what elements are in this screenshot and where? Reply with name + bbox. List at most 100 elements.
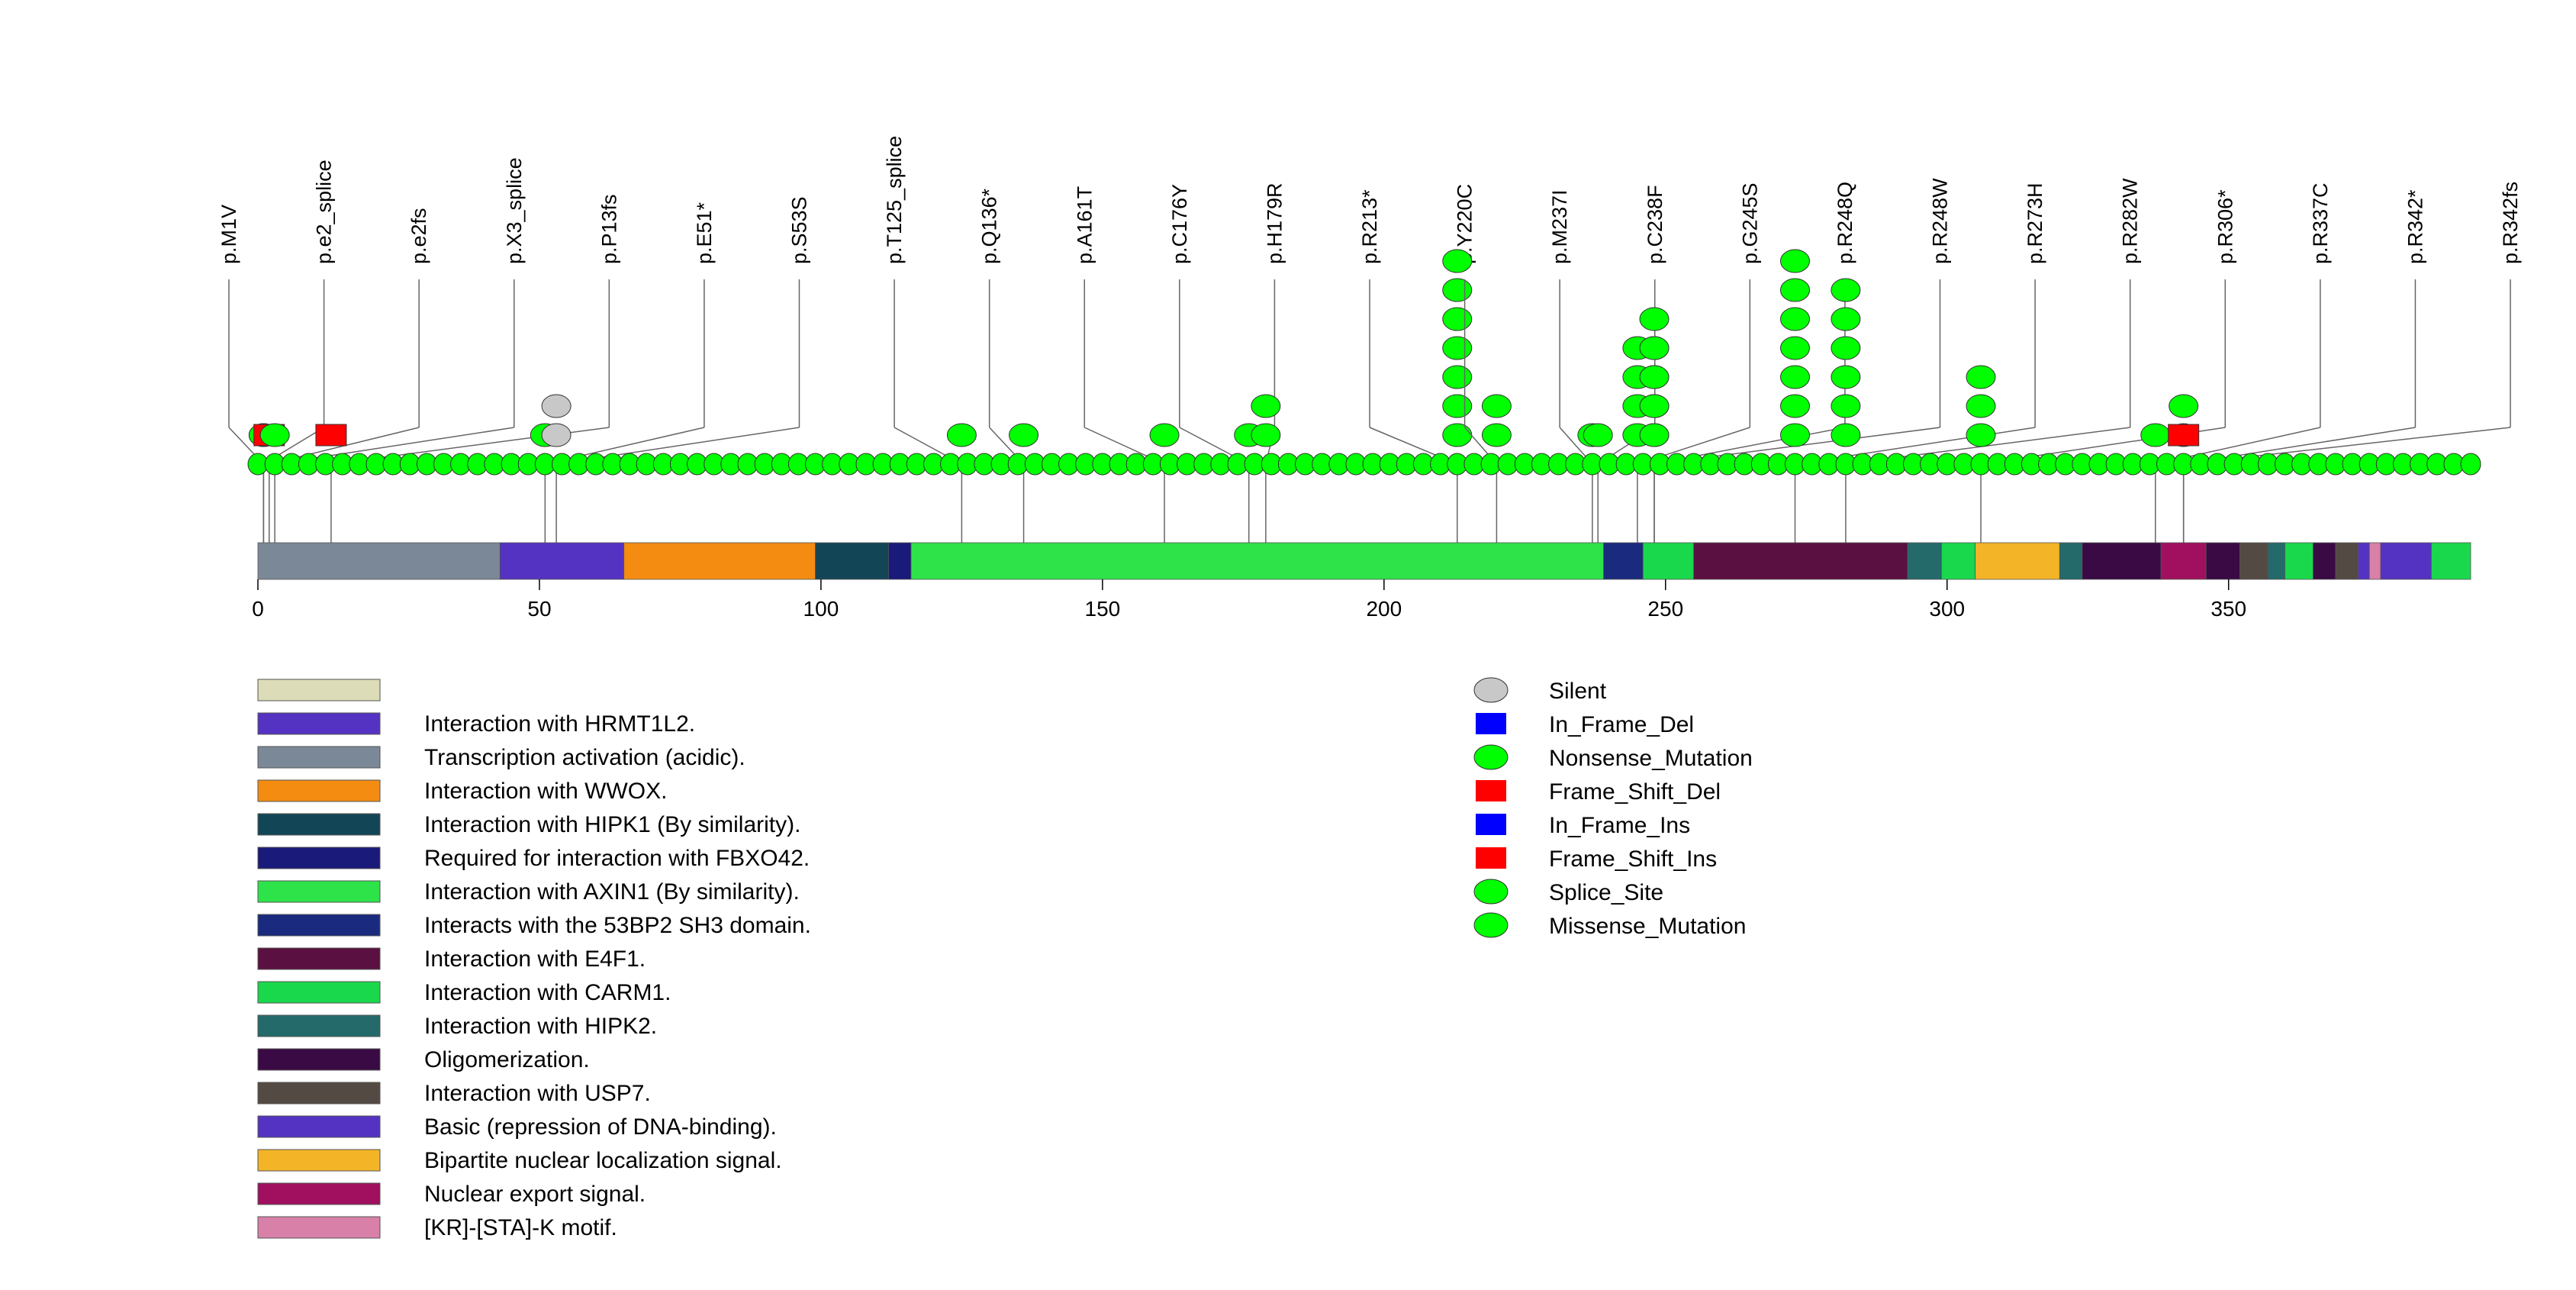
mutation-label: p.R342fs bbox=[2499, 182, 2522, 264]
x-axis-tick-label: 50 bbox=[527, 597, 551, 621]
domain-segment bbox=[499, 542, 625, 580]
x-axis-tick-label: 250 bbox=[1647, 597, 1683, 621]
legend-marker bbox=[1473, 744, 1509, 770]
x-axis-tick-label: 200 bbox=[1366, 597, 1402, 621]
domain-segment bbox=[888, 542, 912, 580]
mutation-marker bbox=[1639, 365, 1670, 389]
legend-swatch bbox=[257, 679, 381, 701]
domain-segment bbox=[815, 542, 889, 580]
legend-label: Bipartite nuclear localization signal. bbox=[424, 1148, 782, 1173]
domain-segment bbox=[1603, 542, 1644, 580]
legend-label: Interaction with AXIN1 (By similarity). bbox=[424, 879, 800, 905]
mutation-marker bbox=[541, 394, 572, 418]
mutation-marker bbox=[541, 423, 572, 447]
mutation-label: p.Q136* bbox=[978, 188, 1001, 264]
mutation-label: p.G245S bbox=[1738, 182, 1761, 264]
legend-marker bbox=[1476, 780, 1506, 801]
legend-label: Transcription activation (acidic). bbox=[424, 745, 745, 770]
domain-segment bbox=[2312, 542, 2336, 580]
mutation-marker bbox=[2168, 424, 2200, 447]
legend-swatch bbox=[257, 847, 381, 869]
domain-segment bbox=[2430, 542, 2471, 580]
legend-label: Basic (repression of DNA-binding). bbox=[424, 1114, 777, 1140]
mutation-marker bbox=[1831, 278, 1861, 302]
mutation-type-legend: Silent In_Frame_Del Nonsense_Mutation Frame… bbox=[1473, 677, 1753, 939]
domain-segment bbox=[623, 542, 816, 580]
x-axis-tick-label: 150 bbox=[1085, 597, 1121, 621]
legend-swatch bbox=[257, 1216, 381, 1239]
mutation-marker bbox=[1780, 365, 1811, 389]
mutation-marker bbox=[946, 423, 977, 447]
mutation-stems-layer bbox=[228, 249, 2511, 543]
mutation-marker bbox=[1780, 307, 1811, 331]
legend-marker bbox=[1473, 912, 1509, 938]
x-axis: 0 50 100 150 200 250 300 350 bbox=[252, 579, 2246, 621]
protein-domains-layer bbox=[257, 542, 2471, 580]
legend-label: Silent bbox=[1549, 679, 1607, 704]
legend-swatch bbox=[257, 1182, 381, 1205]
x-axis-tick-label: 100 bbox=[803, 597, 839, 621]
legend-swatch bbox=[257, 746, 381, 769]
legend-label: Interaction with HRMT1L2. bbox=[424, 711, 695, 737]
mutation-marker bbox=[2169, 394, 2199, 418]
mutation-label: p.X3_splice bbox=[503, 157, 526, 264]
legend-swatch bbox=[257, 779, 381, 802]
baseline-layer bbox=[247, 453, 2481, 476]
mutation-marker bbox=[1966, 394, 1996, 418]
legend-label: Frame_Shift_Del bbox=[1549, 779, 1721, 805]
domain-segment bbox=[1975, 542, 2060, 580]
mutation-label: p.C176Y bbox=[1168, 184, 1191, 264]
mutation-marker bbox=[1831, 307, 1861, 331]
mutation-label: p.R273H bbox=[2024, 182, 2046, 264]
domain-segment bbox=[1907, 542, 1942, 580]
mutation-marker bbox=[1442, 423, 1473, 447]
mutation-label: p.R248Q bbox=[1834, 182, 1856, 264]
legend-swatch bbox=[257, 914, 381, 937]
mutation-labels-layer: p.M1V p.e2_splice p.e2fs p.X3_splice p.P13fs… bbox=[217, 136, 2522, 264]
mutation-label: p.R342* bbox=[2404, 189, 2426, 264]
mutation-marker bbox=[1639, 307, 1670, 331]
legend-swatch bbox=[257, 1048, 381, 1071]
legend-label: Interaction with HIPK1 (By similarity). bbox=[424, 812, 800, 837]
legend-marker bbox=[1473, 879, 1509, 905]
mutation-marker bbox=[1583, 423, 1613, 447]
domain-segment bbox=[2368, 542, 2381, 580]
domain-segment bbox=[2205, 542, 2240, 580]
legend-swatch bbox=[257, 1149, 381, 1172]
mutation-marker bbox=[1780, 394, 1811, 418]
mutation-label: p.E51* bbox=[693, 202, 716, 264]
mutation-label: p.e2fs bbox=[407, 208, 430, 264]
domain-segment bbox=[2059, 542, 2083, 580]
baseline-marker bbox=[2460, 453, 2481, 476]
legend-label: Nuclear export signal. bbox=[424, 1182, 646, 1207]
legend-label: Required for interaction with FBXO42. bbox=[424, 846, 810, 871]
mutation-marker bbox=[1442, 249, 1473, 273]
legend-label: [KR]-[STA]-K motif. bbox=[424, 1215, 617, 1240]
mutation-label: p.T125_splice bbox=[883, 136, 906, 264]
domain-segment bbox=[1693, 542, 1908, 580]
legend-label: Interaction with WWOX. bbox=[424, 779, 667, 804]
mutation-label: p.S53S bbox=[788, 196, 811, 264]
legend-label: Interacts with the 53BP2 SH3 domain. bbox=[424, 913, 811, 938]
x-axis-tick-label: 0 bbox=[252, 597, 264, 621]
mutation-marker bbox=[259, 423, 290, 447]
mutation-marker bbox=[1251, 394, 1281, 418]
mutation-marker bbox=[1780, 336, 1811, 360]
mutation-label: p.A161T bbox=[1073, 186, 1096, 264]
domain-segment bbox=[2267, 542, 2285, 580]
legend-swatch bbox=[257, 813, 381, 836]
mutation-marker bbox=[1966, 423, 1996, 447]
domain-segment bbox=[2160, 542, 2207, 580]
mutation-marker bbox=[1831, 423, 1861, 447]
mutation-marker bbox=[1442, 278, 1473, 302]
mutation-marker bbox=[1639, 394, 1670, 418]
legend-swatch bbox=[257, 981, 381, 1004]
mutation-marker bbox=[1481, 423, 1512, 447]
legend-swatch bbox=[257, 880, 381, 903]
legend-label: In_Frame_Ins bbox=[1549, 813, 1690, 838]
mutation-label: p.C238F bbox=[1644, 185, 1666, 264]
mutation-label: p.R282W bbox=[2119, 178, 2142, 264]
legend-marker bbox=[1476, 814, 1506, 835]
mutation-marker bbox=[1831, 394, 1861, 418]
